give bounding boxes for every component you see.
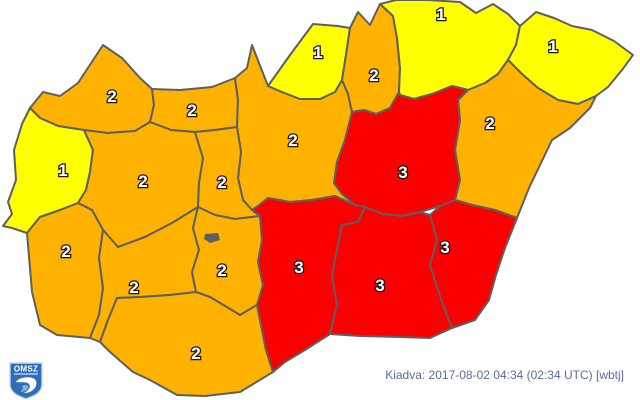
warning-level-labels: 2 2 2 1 2 1 1 2 3 1 2 2 2 2 2 2 3 3 3 <box>57 4 559 365</box>
warning-level-label-borsod-abauj-zemplen: 1 <box>436 5 445 24</box>
warning-level-label-jasz-nagykun-szolnok: 3 <box>398 163 407 182</box>
warning-level-label-tolna: 2 <box>217 261 226 280</box>
warning-level-label-fejer: 2 <box>217 173 226 192</box>
warning-level-label-pest: 2 <box>288 131 297 150</box>
warning-level-label-gyor-moson-sopron: 2 <box>107 87 116 106</box>
county-csongrad[interactable] <box>329 206 453 339</box>
county-heves[interactable] <box>341 3 401 115</box>
warning-level-label-komarom-esztergom: 2 <box>187 101 196 120</box>
warning-level-label-hajdu-bihar: 2 <box>485 114 494 133</box>
warning-level-label-baranya: 2 <box>191 344 200 363</box>
warning-level-label-bekes: 3 <box>440 238 449 257</box>
county-nograd[interactable] <box>267 23 351 100</box>
county-zala[interactable] <box>26 202 104 339</box>
warning-level-label-csongrad: 3 <box>375 276 384 295</box>
omsz-logo[interactable]: OMSZ <box>8 362 44 400</box>
warning-level-label-bacs-kiskun: 3 <box>294 258 303 277</box>
county-gyor-moson-sopron[interactable] <box>29 44 155 134</box>
county-bekes[interactable] <box>429 199 518 329</box>
warning-level-label-veszprem: 2 <box>138 172 147 191</box>
warning-level-label-nograd: 1 <box>313 43 322 62</box>
issued-timestamp: Kiadva: 2017-08-02 04:34 (02:34 UTC) [wb… <box>385 368 624 382</box>
warning-level-label-szabolcs-szatmar-bereg: 1 <box>548 37 557 56</box>
warning-level-label-heves: 2 <box>369 66 378 85</box>
logo-wave-shade <box>20 384 29 392</box>
logo-wave-icon <box>16 377 37 393</box>
lake-balaton-mark <box>204 233 220 243</box>
warning-level-label-zala: 2 <box>61 242 70 261</box>
warning-level-label-vas: 1 <box>58 161 67 180</box>
warning-level-label-somogy: 2 <box>129 278 138 297</box>
logo-wordmark: OMSZ <box>14 365 38 374</box>
